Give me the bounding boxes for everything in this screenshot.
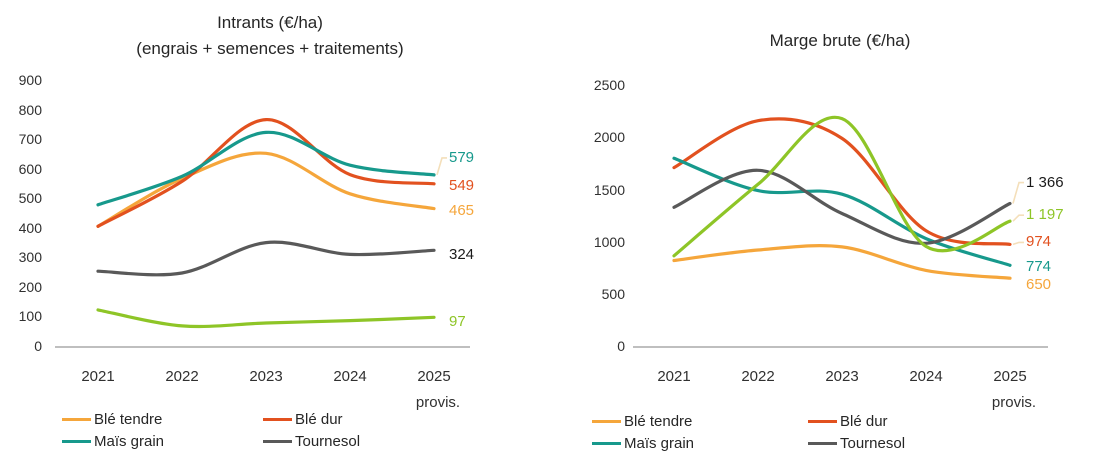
y-axis-tick: 1500 [593,181,625,198]
chart-title-intrants: Intrants (€/ha) [217,13,323,32]
end-data-label-ble-dur: 974 [1026,233,1052,251]
y-axis-tick: 900 [18,72,42,89]
series-line-tournesol [672,168,1012,245]
legend-item-ble-dur: Blé dur [808,411,888,431]
legend-item-mais-grain: Maïs grain [62,431,164,451]
legend-item-ble-dur: Blé dur [263,409,343,429]
data-label-leader-line [1012,214,1024,222]
x-axis-label: 2022 [165,368,199,385]
series-line-tournesol [96,240,436,277]
legend-label: Blé tendre [94,410,163,428]
legend-swatch-ble-dur [808,419,837,423]
legend-item-tournesol: Tournesol [808,433,905,453]
data-label-leader-line [1012,181,1024,204]
data-label-leader-line [1012,241,1024,246]
x-axis-label: 2025 [417,368,451,385]
y-axis-tick: 400 [18,219,42,236]
x-axis-sublabel: provis. [415,394,461,411]
x-axis-label: 2025 [993,368,1027,385]
legend-label: Blé tendre [624,412,693,430]
series-line-mais-grain [96,130,436,207]
legend-swatch-ble-tendre [592,419,621,423]
x-axis-label: 2022 [741,368,775,385]
series-line-ble-dur [672,117,1012,246]
end-data-label-unlabeled-green: 97 [449,313,466,331]
x-axis-label: 2024 [909,368,943,385]
x-axis-label: 2021 [81,368,115,385]
y-axis-tick: 800 [18,101,42,118]
y-axis-tick: 300 [18,249,42,266]
legend-label: Blé dur [840,412,888,430]
series-line-ble-tendre [672,244,1012,280]
y-axis-tick: 100 [18,308,42,325]
legend-swatch-tournesol [263,439,292,443]
x-axis-label: 2023 [249,368,283,385]
legend-item-mais-grain: Maïs grain [592,433,694,453]
legend-label: Tournesol [840,434,906,452]
y-axis-tick: 700 [18,131,42,148]
chart-subtitle-intrants: (engrais + semences + traitements) [136,39,404,58]
end-data-label-mais-grain: 579 [449,148,475,166]
y-axis-tick: 0 [617,338,625,354]
legend-swatch-ble-dur [263,417,292,421]
end-data-label-mais-grain: 774 [1026,258,1052,276]
legend-item-ble-tendre: Blé tendre [592,411,692,431]
data-label-leader-line [436,157,447,176]
y-axis-tick: 500 [601,285,625,302]
x-axis-label: 2021 [657,368,691,385]
end-data-label-tournesol: 1 366 [1026,173,1064,191]
chart-title-marge-brute: Marge brute (€/ha) [769,31,911,50]
end-data-label-ble-tendre: 650 [1026,276,1052,294]
legend-item-ble-tendre: Blé tendre [62,409,162,429]
y-axis-tick: 2000 [593,129,625,146]
end-data-label-ble-tendre: 465 [449,201,475,219]
y-axis-tick: 0 [34,338,42,354]
legend-label: Maïs grain [94,432,165,450]
end-data-label-unlabeled-green: 1 197 [1026,206,1064,224]
y-axis-tick: 500 [18,190,42,207]
legend-item-tournesol: Tournesol [263,431,360,451]
y-axis-tick: 600 [18,160,42,177]
legend-swatch-tournesol [808,441,837,445]
y-axis-tick: 1000 [593,233,625,250]
series-line-unlabeled-green [96,308,436,329]
legend-swatch-ble-tendre [62,417,91,421]
legend-swatch-mais-grain [592,441,621,445]
series-line-unlabeled-green [672,115,1012,258]
legend-label: Tournesol [295,432,361,450]
legend-label: Maïs grain [624,434,695,452]
x-axis-label: 2024 [333,368,367,385]
legend-label: Blé dur [295,410,343,428]
series-line-ble-tendre [96,151,436,228]
y-axis-tick: 2500 [593,77,625,94]
x-axis-label: 2023 [825,368,859,385]
series-line-ble-dur [96,117,436,228]
end-data-label-tournesol: 324 [449,246,475,264]
end-data-label-ble-dur: 549 [449,176,475,194]
x-axis-sublabel: provis. [991,394,1037,411]
legend-swatch-mais-grain [62,439,91,443]
y-axis-tick: 200 [18,278,42,295]
